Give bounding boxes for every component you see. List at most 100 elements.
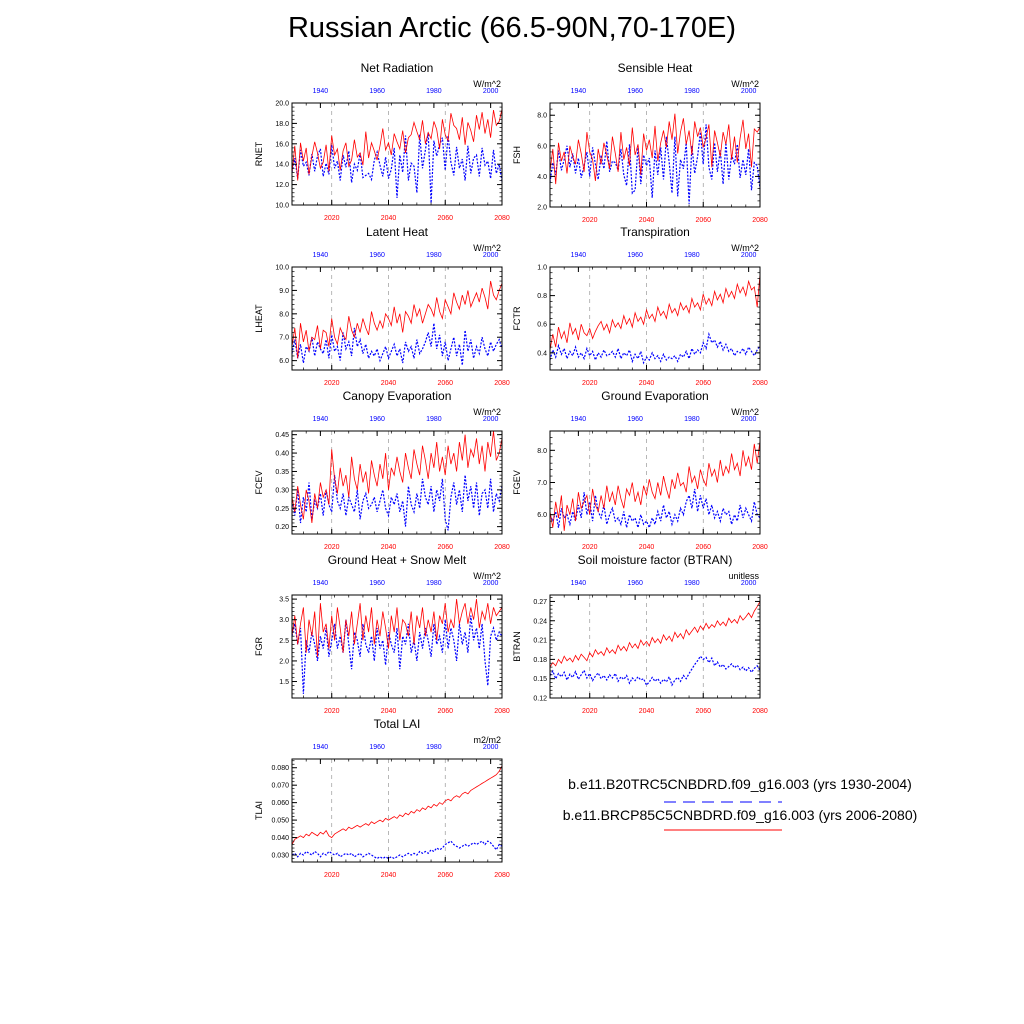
x-tick-label-top: 1940 <box>313 580 329 587</box>
x-tick-label-bottom: 2020 <box>582 380 598 387</box>
y-tick-label: 0.18 <box>533 657 547 664</box>
x-tick-label-top: 1960 <box>627 580 643 587</box>
x-tick-label-top: 1980 <box>684 252 700 259</box>
y-tick-label: 0.12 <box>533 696 547 703</box>
y-tick-label: 1.5 <box>279 679 289 686</box>
x-tick-label-bottom: 2060 <box>437 708 453 715</box>
y-tick-label: 0.30 <box>275 487 289 494</box>
panel-title: Ground Evaporation <box>601 389 708 403</box>
x-tick-label-top: 2000 <box>483 416 499 423</box>
x-tick-label-top: 2000 <box>741 252 757 259</box>
x-tick-label-top: 2000 <box>483 252 499 259</box>
panel-title: Net Radiation <box>361 61 434 75</box>
x-tick-label-bottom: 2080 <box>494 708 510 715</box>
x-tick-label-bottom: 2080 <box>494 215 510 222</box>
series-future-line <box>291 599 503 657</box>
x-tick-label-top: 2000 <box>483 580 499 587</box>
x-tick-label-bottom: 2080 <box>494 872 510 879</box>
x-tick-label-bottom: 2040 <box>639 380 655 387</box>
panel-ground-heat-snow-melt: Ground Heat + Snow Melt W/m^2 1.5 2.0 2.5 3.0… <box>254 553 510 715</box>
y-tick-label: 20.0 <box>275 101 289 108</box>
y-tick-label: 0.070 <box>271 783 289 790</box>
y-tick-label: 2.5 <box>279 638 289 645</box>
x-tick-label-bottom: 2060 <box>437 544 453 551</box>
x-tick-label-bottom: 2060 <box>695 217 711 224</box>
series-future-line <box>549 274 761 351</box>
panel-title: Canopy Evaporation <box>343 389 452 403</box>
y-tick-label: 8.0 <box>537 448 547 455</box>
y-tick-label: 8.0 <box>537 113 547 120</box>
x-tick-label-top: 1980 <box>426 416 442 423</box>
y-tick-label: 0.20 <box>275 524 289 531</box>
y-tick-label: 3.5 <box>279 597 289 604</box>
panel-total-lai: Total LAI m2/m2 0.030 0.040 0.050 0.060 0.070 0… <box>254 717 510 879</box>
x-tick-label-bottom: 2020 <box>582 544 598 551</box>
y-tick-label: 0.24 <box>533 618 547 625</box>
x-tick-label-top: 2000 <box>483 744 499 751</box>
x-tick-label-bottom: 2080 <box>752 217 768 224</box>
panel-ground-evaporation: Ground Evaporation W/m^2 6.0 7.0 8.0 FGEV 2020… <box>512 389 768 551</box>
x-tick-label-top: 1980 <box>426 580 442 587</box>
x-tick-label-top: 1980 <box>426 252 442 259</box>
x-tick-label-bottom: 2020 <box>324 380 340 387</box>
x-tick-label-bottom: 2080 <box>494 380 510 387</box>
x-tick-label-bottom: 2040 <box>381 708 397 715</box>
y-tick-label: 0.030 <box>271 853 289 860</box>
plot-frame <box>549 594 761 699</box>
x-tick-label-top: 2000 <box>741 416 757 423</box>
x-tick-label-top: 1980 <box>684 88 700 95</box>
panel-canopy-evaporation: Canopy Evaporation W/m^2 0.20 0.25 0.30 0.35 0… <box>254 389 510 551</box>
y-tick-label: 9.0 <box>279 288 289 295</box>
panel-units: unitless <box>728 571 759 581</box>
plot-frame <box>549 102 761 208</box>
x-tick-label-top: 1940 <box>571 88 587 95</box>
panel-units: W/m^2 <box>473 79 501 89</box>
series-historical-line <box>291 840 503 860</box>
series-historical-line <box>291 615 503 694</box>
x-tick-label-bottom: 2060 <box>437 215 453 222</box>
y-axis-label: FGR <box>254 637 264 656</box>
legend-entry-historical: b.e11.B20TRC5CNBDRD.f09_g16.003 (yrs 193… <box>568 776 912 792</box>
y-tick-label: 6.0 <box>537 143 547 150</box>
series-future-line <box>549 601 761 668</box>
legend-entry-future: b.e11.BRCP85C5CNBDRD.f09_g16.003 (yrs 20… <box>562 807 918 823</box>
series-future-line <box>291 765 503 845</box>
panel-sensible-heat: Sensible Heat W/m^2 2.0 4.0 6.0 8.0 FSH 2020 204… <box>512 61 768 224</box>
y-tick-label: 0.25 <box>275 506 289 513</box>
x-tick-label-top: 2000 <box>741 580 757 587</box>
series-future-line <box>549 440 761 531</box>
y-axis-label: FCTR <box>512 306 522 330</box>
panel-units: W/m^2 <box>731 79 759 89</box>
x-tick-label-bottom: 2080 <box>752 544 768 551</box>
y-tick-label: 0.040 <box>271 835 289 842</box>
x-tick-label-top: 1940 <box>571 416 587 423</box>
x-tick-label-bottom: 2040 <box>381 215 397 222</box>
x-tick-label-top: 1980 <box>426 744 442 751</box>
x-tick-label-bottom: 2080 <box>494 544 510 551</box>
x-tick-label-top: 1940 <box>313 252 329 259</box>
panel-net-radiation: Net Radiation W/m^2 10.0 12.0 14.0 16.0 18.0 20… <box>254 61 510 222</box>
x-tick-label-bottom: 2020 <box>582 217 598 224</box>
x-tick-label-top: 1960 <box>627 88 643 95</box>
x-tick-label-bottom: 2060 <box>695 380 711 387</box>
y-tick-label: 7.0 <box>279 335 289 342</box>
plot-frame <box>291 594 503 699</box>
series-historical-line <box>291 475 503 531</box>
panel-title: Ground Heat + Snow Melt <box>328 553 467 567</box>
y-tick-label: 0.27 <box>533 599 547 606</box>
x-tick-label-top: 1980 <box>684 416 700 423</box>
panel-units: W/m^2 <box>473 243 501 253</box>
x-tick-label-bottom: 2020 <box>324 708 340 715</box>
y-tick-label: 0.050 <box>271 818 289 825</box>
y-axis-label: TLAI <box>254 801 264 820</box>
y-tick-label: 3.0 <box>279 617 289 624</box>
x-tick-label-bottom: 2060 <box>437 380 453 387</box>
panel-units: W/m^2 <box>731 243 759 253</box>
x-tick-label-bottom: 2020 <box>324 215 340 222</box>
panel-units: W/m^2 <box>473 571 501 581</box>
plot-frame <box>291 758 503 863</box>
panel-units: W/m^2 <box>731 407 759 417</box>
x-tick-label-top: 1940 <box>313 88 329 95</box>
x-tick-label-top: 1940 <box>313 416 329 423</box>
